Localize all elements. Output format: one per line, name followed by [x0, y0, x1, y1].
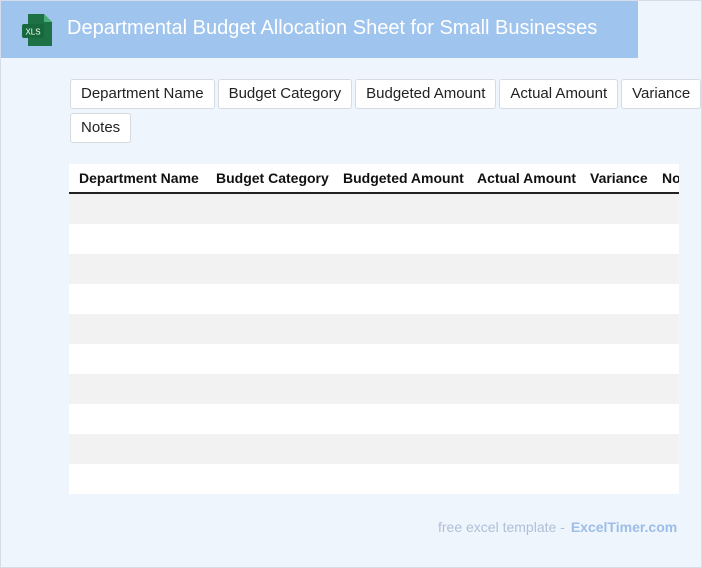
column-chip[interactable]: Actual Amount — [499, 79, 619, 109]
table-header: Department Name Budget Category Budgeted A… — [69, 164, 679, 194]
column-header: Budgeted Amount — [343, 170, 464, 186]
table-row — [69, 224, 679, 254]
column-chip[interactable]: Variance — [621, 79, 701, 109]
table-row — [69, 284, 679, 314]
column-header: Actual Amount — [477, 170, 577, 186]
icon-label: XLS — [25, 28, 40, 37]
column-chip[interactable]: Department Name — [70, 79, 215, 109]
column-header: Department Name — [79, 170, 199, 186]
footer-text: free excel template - — [438, 519, 565, 535]
table-body — [69, 194, 679, 494]
column-header: Notes — [662, 170, 679, 186]
table-row — [69, 194, 679, 224]
table-row — [69, 254, 679, 284]
column-chip[interactable]: Notes — [70, 113, 132, 143]
file-icon: XLS — [22, 14, 52, 46]
table-row — [69, 314, 679, 344]
table: Department Name Budget Category Budgeted A… — [69, 164, 679, 494]
column-header: Variance — [590, 170, 648, 186]
table-row — [69, 404, 679, 434]
footer: free excel template - ExcelTimer.com — [438, 519, 677, 535]
title: Departmental Budget Allocation Sheet for… — [67, 17, 598, 39]
column-chip[interactable]: Budget Category — [217, 79, 353, 109]
footer-brand[interactable]: ExcelTimer.com — [570, 519, 678, 535]
header-bar: XLS Departmental Budget Allocation Sheet… — [1, 1, 638, 58]
table-row — [69, 374, 679, 404]
chip-list: Department Name Budget Category Budgeted A… — [70, 79, 701, 143]
table-row — [69, 464, 679, 494]
column-header: Budget Category — [216, 170, 329, 186]
table-row — [69, 344, 679, 374]
column-chip[interactable]: Budgeted Amount — [355, 79, 497, 109]
table-row — [69, 434, 679, 464]
